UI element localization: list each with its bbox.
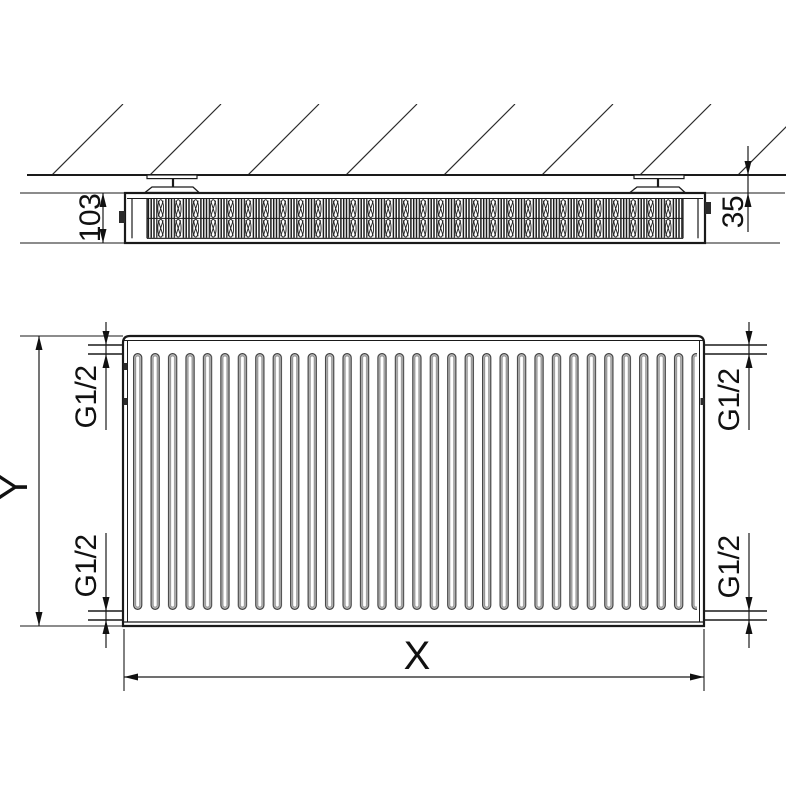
edge-tab-left [123,398,128,405]
connection-label-bottom-left: G1/2 [70,534,103,597]
side-tab-right [705,202,711,214]
dimension-width: X [124,634,704,681]
dimension-height: Y [0,336,43,626]
dimension-wall-gap: 35 [717,146,752,232]
edge-tab-right [700,398,705,405]
dim-width-label: X [404,634,431,678]
connection-label-top-right: G1/2 [713,368,746,431]
wall-hatching [30,104,786,175]
radiator-front-view [121,334,706,628]
dimension-connection-top-right: G1/2 [713,322,753,432]
dimension-connection-bottom-left: G1/2 [70,533,110,648]
dimension-depth: 103 [74,193,107,243]
radiator-top-view [119,191,711,245]
front-view: Y X G1/2 G1/2 G1/2 [0,322,767,691]
connection-label-bottom-right: G1/2 [713,535,746,598]
stub-bottom-right [704,610,767,621]
dimension-connection-top-left: G1/2 [70,322,110,430]
wall-bracket-right [628,174,687,194]
edge-tab-left-upper [123,363,128,370]
connection-stubs [88,344,767,621]
dim-height-label: Y [0,474,36,501]
dim-wall-gap-label: 35 [717,196,750,228]
connection-label-top-left: G1/2 [70,365,103,428]
top-view: 103 35 [20,104,786,245]
dimension-connection-bottom-right: G1/2 [713,533,753,648]
panel-grooves [133,353,697,610]
side-tab-left [119,211,125,223]
wall-bracket-left [143,174,201,194]
dim-depth-label: 103 [74,194,107,243]
stub-top-right [704,344,767,355]
